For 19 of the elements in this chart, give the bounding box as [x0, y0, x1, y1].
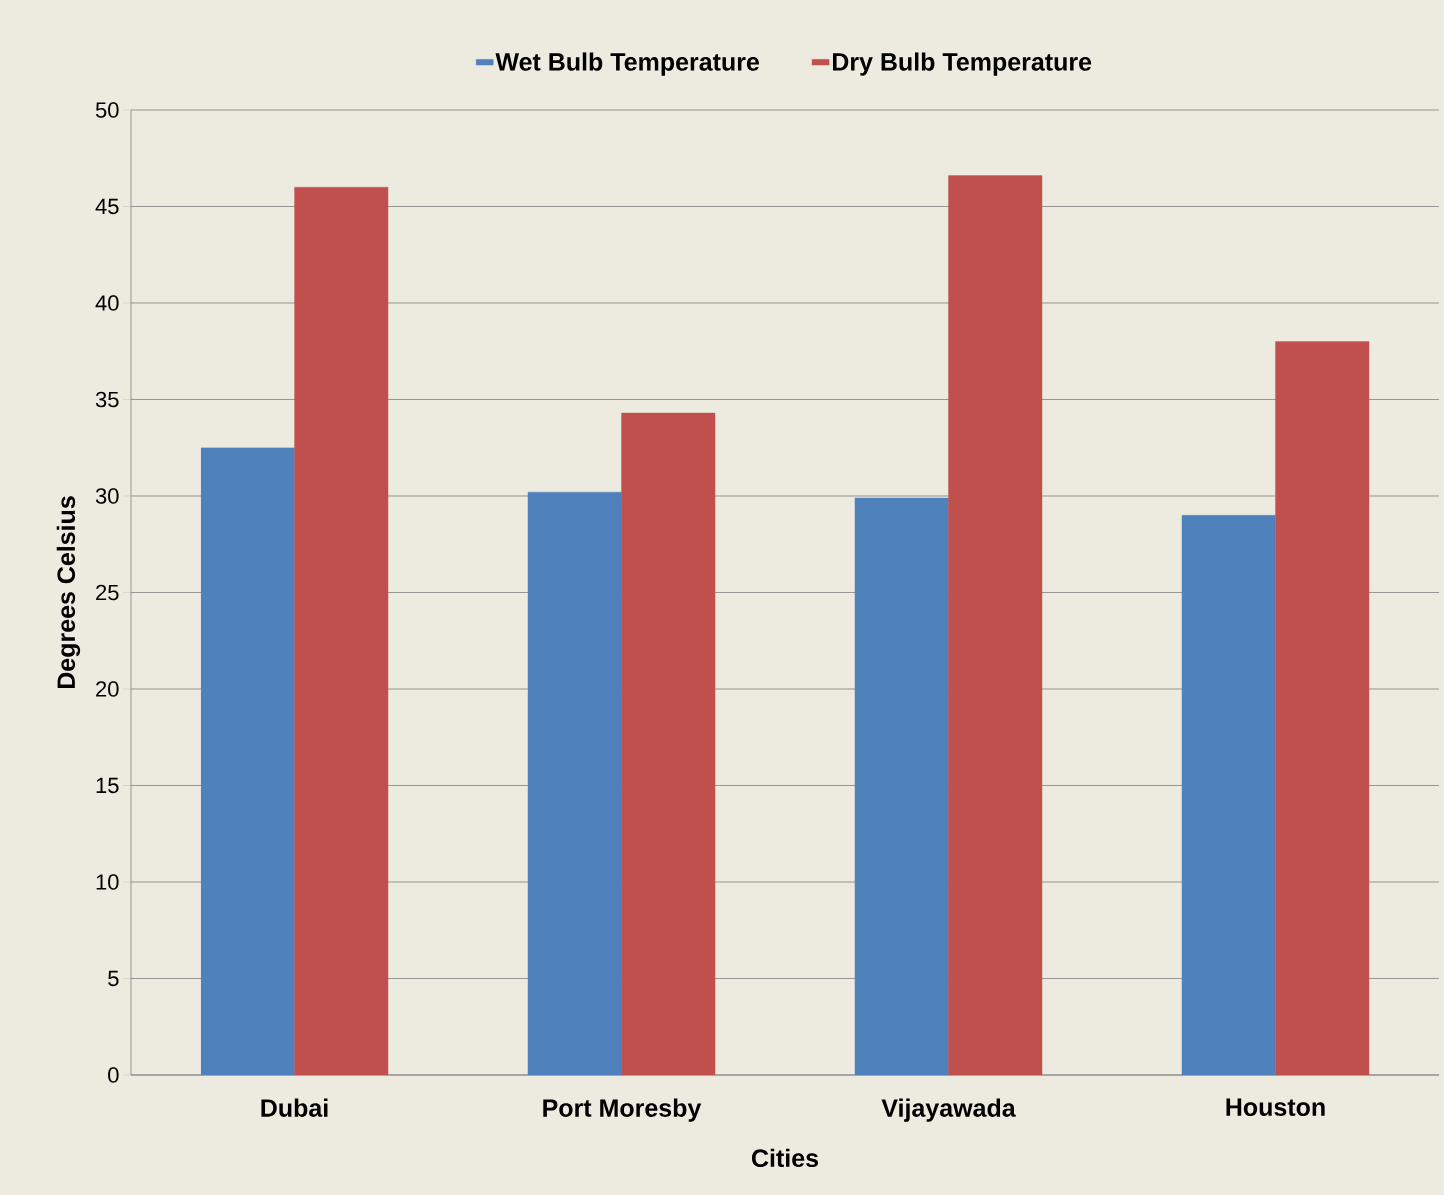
y-tick-label: 5 [108, 970, 119, 987]
y-tick-label: 10 [96, 874, 119, 890]
legend-label: Dry Bulb Temperature [832, 52, 1092, 76]
y-axis-title: Degrees Celsius [56, 496, 81, 689]
y-tick-label: 50 [95, 102, 119, 118]
y-tick-label: 30 [95, 488, 119, 504]
y-tick-label: 25 [96, 584, 119, 601]
x-tick-label: Port Moresby [543, 1098, 702, 1122]
x-tick-label: Vijayawada [881, 1098, 1016, 1122]
y-tick-label: 0 [108, 1067, 119, 1083]
y-tick-label: 35 [95, 391, 119, 408]
x-axis-title: Cities [751, 1148, 819, 1168]
y-tick-label: 45 [95, 198, 119, 215]
y-tick-label: 15 [96, 777, 119, 794]
legend-label: Wet Bulb Temperature [495, 52, 759, 76]
x-tick-label: Dubai [261, 1098, 328, 1117]
y-tick-label: 40 [95, 295, 119, 311]
y-tick-label: 20 [96, 681, 119, 697]
x-tick-label: Houston [1226, 1098, 1325, 1116]
